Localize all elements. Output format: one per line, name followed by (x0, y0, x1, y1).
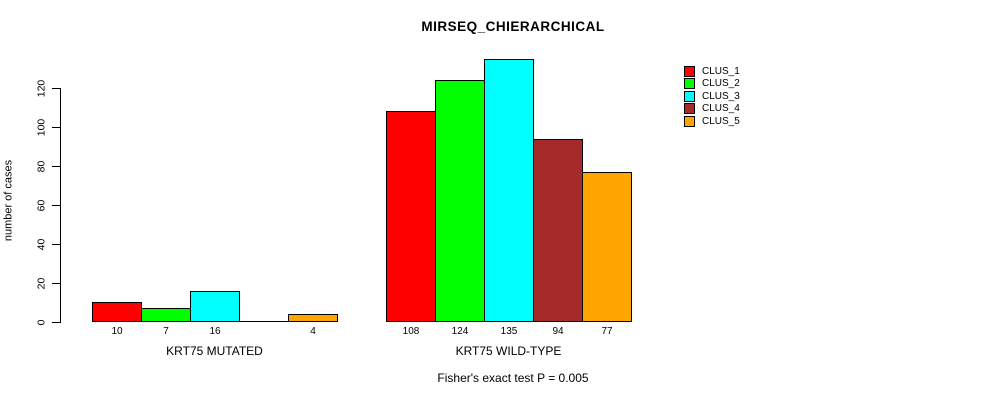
bar-value-label: 4 (310, 326, 316, 337)
y-tick-label: 60 (35, 199, 48, 211)
footnote-fisher-test: Fisher's exact test P = 0.005 (437, 371, 589, 385)
y-axis-line (60, 88, 61, 323)
bar-clus_3 (190, 291, 240, 322)
y-tick-label: 100 (35, 118, 48, 136)
y-tick (52, 283, 60, 284)
y-tick (52, 244, 60, 245)
bar-clus_2 (141, 308, 191, 322)
bar-value-label: 108 (402, 326, 420, 337)
x-group-label: KRT75 WILD-TYPE (455, 344, 562, 358)
bar-clus_5 (582, 172, 632, 322)
bar-value-label: 77 (601, 326, 613, 337)
legend-label: CLUS_2 (702, 78, 740, 90)
bar-value-label: 94 (552, 326, 564, 337)
bar-clus_4 (533, 139, 583, 322)
legend-label: CLUS_4 (702, 103, 740, 115)
bar-value-label: 135 (500, 326, 518, 337)
chart-title: MIRSEQ_CHIERARCHICAL (421, 19, 605, 34)
y-tick (52, 127, 60, 128)
x-group-label: KRT75 MUTATED (166, 344, 263, 358)
bar-clus_4-zero (239, 321, 289, 322)
legend-label: CLUS_5 (702, 115, 740, 127)
legend-swatch-clus_2 (684, 78, 695, 90)
bar-clus_3 (484, 59, 534, 322)
y-axis-label: number of cases (2, 159, 15, 242)
y-tick (52, 205, 60, 206)
y-tick-label: 20 (35, 277, 48, 289)
legend-swatch-clus_3 (684, 90, 695, 102)
bar-value-label: 10 (111, 326, 123, 337)
y-tick-label: 40 (35, 238, 48, 250)
bar-clus_2 (435, 80, 485, 322)
bar-clus_1 (386, 111, 436, 322)
bar-clus_1 (92, 302, 142, 322)
legend-swatch-clus_5 (684, 115, 695, 127)
legend-label: CLUS_1 (702, 66, 740, 77)
bar-clus_5 (288, 314, 338, 322)
legend-swatch-clus_4 (684, 103, 695, 115)
y-tick (52, 322, 60, 323)
y-tick-label: 120 (35, 79, 48, 97)
legend-label: CLUS_3 (702, 90, 740, 102)
bar-value-label: 7 (163, 326, 169, 337)
legend-swatch-clus_1 (684, 66, 695, 77)
y-tick (52, 166, 60, 167)
y-tick-label: 0 (35, 319, 48, 325)
bar-value-label: 124 (451, 326, 469, 337)
bar-value-label: 16 (209, 326, 221, 337)
y-tick (52, 88, 60, 89)
y-tick-label: 80 (35, 160, 48, 172)
